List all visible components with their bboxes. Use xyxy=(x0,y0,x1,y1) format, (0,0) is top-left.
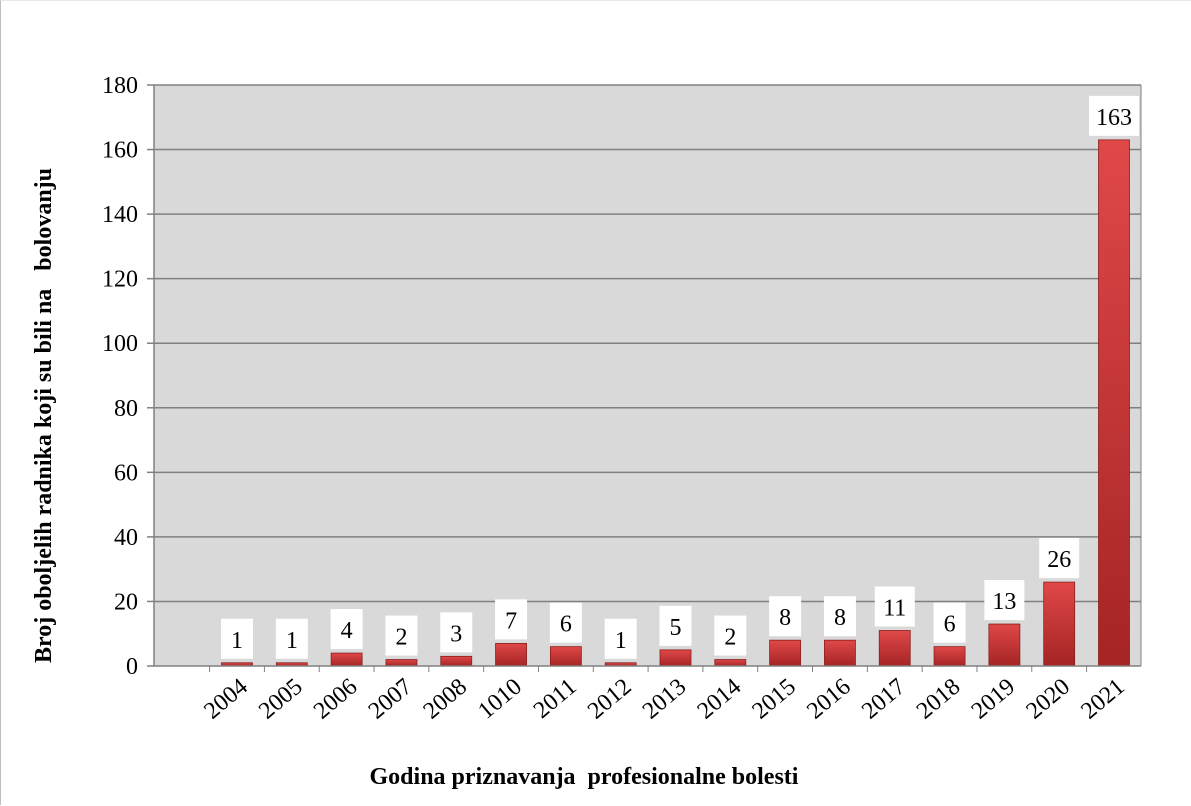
data-label-box xyxy=(495,599,528,640)
data-label-box xyxy=(823,596,856,637)
x-tick-label: 2015 xyxy=(747,674,800,725)
data-label: 6 xyxy=(560,612,572,638)
data-label: 1 xyxy=(615,628,627,654)
bar xyxy=(549,646,582,667)
x-tick-label: 2012 xyxy=(583,674,636,725)
data-label: 4 xyxy=(341,618,353,644)
data-label-box xyxy=(604,618,637,659)
y-tick-label: 60 xyxy=(114,460,138,486)
x-tick-label: 2011 xyxy=(529,674,582,724)
x-tick-label: 2016 xyxy=(802,674,855,725)
data-label-box xyxy=(221,618,253,659)
bar xyxy=(933,646,966,667)
data-label: 13 xyxy=(992,589,1016,615)
x-tick-label: 2006 xyxy=(309,674,362,725)
x-tick-label: 2008 xyxy=(419,674,472,725)
bar xyxy=(878,630,911,667)
y-tick-label: 40 xyxy=(114,525,138,551)
x-tick-label: 1010 xyxy=(473,674,526,725)
x-tick-label: 2020 xyxy=(1022,674,1075,725)
data-label: 2 xyxy=(395,625,407,651)
data-label-box xyxy=(1089,95,1139,136)
bar xyxy=(1043,581,1076,667)
data-label-box xyxy=(714,615,747,656)
data-label: 5 xyxy=(670,615,682,641)
data-label-box xyxy=(549,602,582,643)
y-tick-label: 0 xyxy=(126,654,138,680)
data-label: 163 xyxy=(1096,105,1132,131)
bar xyxy=(1098,139,1130,667)
y-axis-title: Broj oboljelih radnika koji su bili na b… xyxy=(31,168,57,663)
data-label: 26 xyxy=(1047,547,1071,573)
data-label: 11 xyxy=(883,595,906,621)
x-tick-label: 2004 xyxy=(199,674,252,725)
y-tick-label: 180 xyxy=(102,73,138,99)
data-label: 1 xyxy=(231,628,243,654)
bar xyxy=(714,659,747,667)
data-label-box xyxy=(769,596,802,637)
x-tick-label: 2018 xyxy=(912,674,965,725)
bar xyxy=(385,659,418,667)
x-tick-label: 2007 xyxy=(364,674,417,725)
plot-area xyxy=(154,85,1141,666)
x-tick-label: 2005 xyxy=(254,674,307,725)
x-tick-label: 2021 xyxy=(1076,674,1129,725)
bar xyxy=(988,623,1021,667)
data-label-box xyxy=(874,586,915,627)
data-label-box xyxy=(933,602,966,643)
bar xyxy=(824,639,856,667)
y-tick-label: 80 xyxy=(114,396,138,422)
data-label-box xyxy=(440,612,473,653)
bar xyxy=(495,643,527,667)
data-label: 3 xyxy=(450,621,462,647)
y-tick-label: 120 xyxy=(102,267,138,293)
data-label: 8 xyxy=(779,605,791,631)
data-label: 6 xyxy=(944,612,956,638)
x-axis-title: Godina priznavanja profesionalne bolesti xyxy=(370,764,799,790)
y-tick-label: 140 xyxy=(102,202,138,228)
data-label-box xyxy=(330,609,363,650)
data-label-box xyxy=(984,580,1025,621)
bar xyxy=(440,655,473,667)
bar xyxy=(769,639,802,667)
data-label-box xyxy=(385,615,418,656)
x-tick-label: 2017 xyxy=(857,674,910,725)
y-tick-label: 100 xyxy=(102,331,138,357)
x-tick-label: 2019 xyxy=(967,674,1020,725)
data-label: 2 xyxy=(724,625,736,651)
data-label-box xyxy=(1039,538,1080,579)
x-tick-label: 2014 xyxy=(693,674,746,725)
data-label-box xyxy=(275,618,308,659)
bar xyxy=(659,649,692,667)
data-label: 1 xyxy=(286,628,298,654)
x-tick-label: 2013 xyxy=(638,674,691,725)
data-label: 8 xyxy=(834,605,846,631)
bar xyxy=(330,652,363,667)
data-label: 7 xyxy=(505,608,517,634)
y-tick-label: 20 xyxy=(114,589,138,615)
y-tick-label: 160 xyxy=(102,138,138,164)
data-label-box xyxy=(659,605,692,646)
